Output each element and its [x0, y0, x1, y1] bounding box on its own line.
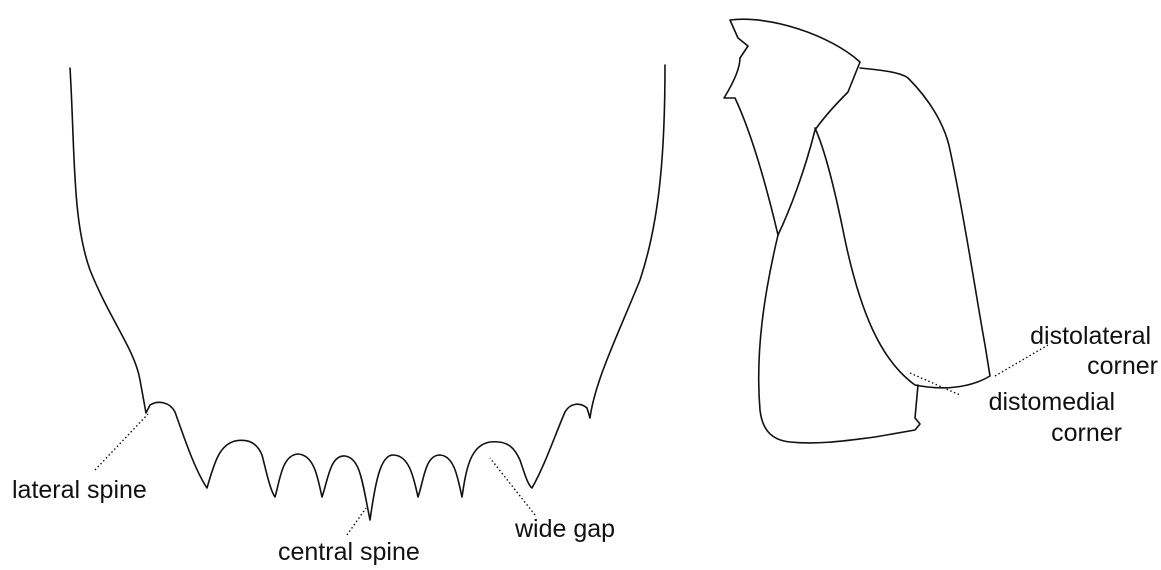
label-line: corner — [1051, 419, 1122, 447]
pointer — [95, 414, 148, 470]
label: distomedial corner — [989, 388, 1122, 447]
upper-segment — [724, 19, 860, 235]
label: central spine — [278, 538, 420, 566]
label-line: distomedial — [989, 388, 1115, 416]
label-line: corner — [1087, 352, 1158, 380]
medial-lobe — [759, 235, 920, 443]
illustration: lateral spine central spine wide gap dis… — [0, 0, 1161, 570]
label: lateral spine — [12, 476, 147, 504]
telson-outline — [70, 65, 665, 520]
label-line: central spine — [278, 538, 420, 566]
label: distolateral corner — [1030, 322, 1158, 380]
label-line: wide gap — [514, 515, 615, 543]
pointer — [490, 458, 535, 515]
label-line: lateral spine — [12, 476, 147, 504]
label: wide gap — [514, 515, 615, 543]
lateral-lobe — [815, 68, 990, 388]
pointer — [347, 508, 366, 535]
label-line: distolateral — [1030, 322, 1151, 350]
